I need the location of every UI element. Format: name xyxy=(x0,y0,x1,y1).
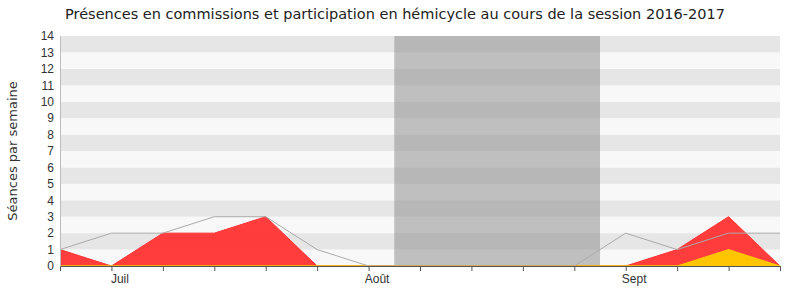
y-tick: 10 xyxy=(41,95,60,109)
x-axis: Juil Août Sept xyxy=(61,266,781,286)
y-tick: 8 xyxy=(47,128,60,142)
y-tick-label: 14 xyxy=(41,29,55,43)
x-tick xyxy=(729,266,730,271)
x-tick-mark xyxy=(626,266,627,271)
x-tick xyxy=(523,266,524,271)
x-tick-mark xyxy=(780,266,781,271)
y-axis: 01234567891011121314 xyxy=(41,29,61,273)
x-tick-label: Sept xyxy=(622,272,647,286)
x-tick-mark xyxy=(523,266,524,271)
x-tick-mark xyxy=(677,266,678,271)
y-tick-label: 7 xyxy=(47,144,54,158)
plot-area xyxy=(60,36,780,266)
x-tick: Sept xyxy=(622,266,647,286)
y-tick: 11 xyxy=(42,79,60,93)
x-tick-mark xyxy=(729,266,730,271)
x-tick xyxy=(574,266,575,271)
x-tick xyxy=(677,266,678,271)
x-tick: Août xyxy=(365,266,390,286)
line xyxy=(60,217,780,266)
y-tick: 5 xyxy=(47,177,60,191)
x-axis-line xyxy=(61,267,781,272)
y-tick-label: 13 xyxy=(41,46,55,60)
x-tick xyxy=(214,266,215,271)
x-tick xyxy=(317,266,318,271)
y-tick-label: 1 xyxy=(47,243,54,257)
x-tick xyxy=(471,266,472,271)
y-tick: 12 xyxy=(41,62,60,76)
x-tick: Juil xyxy=(111,266,129,286)
x-tick-mark xyxy=(420,266,421,271)
highlight-period xyxy=(394,36,600,266)
y-tick-label: 2 xyxy=(47,226,54,240)
y-tick-label: 12 xyxy=(41,62,55,76)
grid xyxy=(60,36,780,266)
chart: JuilAoûtSept01234567891011121314Présence… xyxy=(0,0,790,300)
y-tick: 7 xyxy=(47,144,60,158)
x-tick xyxy=(60,266,61,271)
area xyxy=(60,217,780,266)
x-tick-mark xyxy=(214,266,215,271)
x-tick xyxy=(163,266,164,271)
y-tick-label: 10 xyxy=(41,95,55,109)
y-tick: 3 xyxy=(47,210,60,224)
y-tick-label: 4 xyxy=(47,194,54,208)
y-tick: 6 xyxy=(47,161,60,175)
y-tick-label: 3 xyxy=(47,210,54,224)
x-tick-mark xyxy=(163,266,164,271)
y-tick: 0 xyxy=(47,259,60,273)
y-axis-title: Séances par semaine xyxy=(5,81,20,220)
y-tick: 4 xyxy=(47,194,60,208)
x-tick-label: Juil xyxy=(111,272,129,286)
y-tick-label: 6 xyxy=(47,161,54,175)
x-tick-mark xyxy=(369,266,370,271)
x-tick-mark xyxy=(60,266,61,271)
x-tick-label: Août xyxy=(365,272,390,286)
area xyxy=(60,250,780,266)
x-tick-mark xyxy=(266,266,267,271)
y-tick: 1 xyxy=(47,243,60,257)
y-tick: 14 xyxy=(41,29,60,43)
x-tick-mark xyxy=(574,266,575,271)
x-tick xyxy=(266,266,267,271)
x-tick-mark xyxy=(471,266,472,271)
y-tick: 9 xyxy=(47,111,60,125)
y-axis-line xyxy=(60,37,61,267)
title: Présences en commissions et participatio… xyxy=(65,6,725,22)
y-tick-label: 11 xyxy=(42,79,55,93)
x-tick xyxy=(780,266,781,271)
y-tick-label: 9 xyxy=(47,111,54,125)
x-tick-mark xyxy=(317,266,318,271)
y-tick-label: 0 xyxy=(47,259,54,273)
x-tick-mark xyxy=(111,266,112,271)
y-tick-label: 8 xyxy=(47,128,54,142)
y-tick: 2 xyxy=(47,226,60,240)
x-tick xyxy=(420,266,421,271)
y-tick: 13 xyxy=(41,46,60,60)
y-tick-label: 5 xyxy=(47,177,54,191)
